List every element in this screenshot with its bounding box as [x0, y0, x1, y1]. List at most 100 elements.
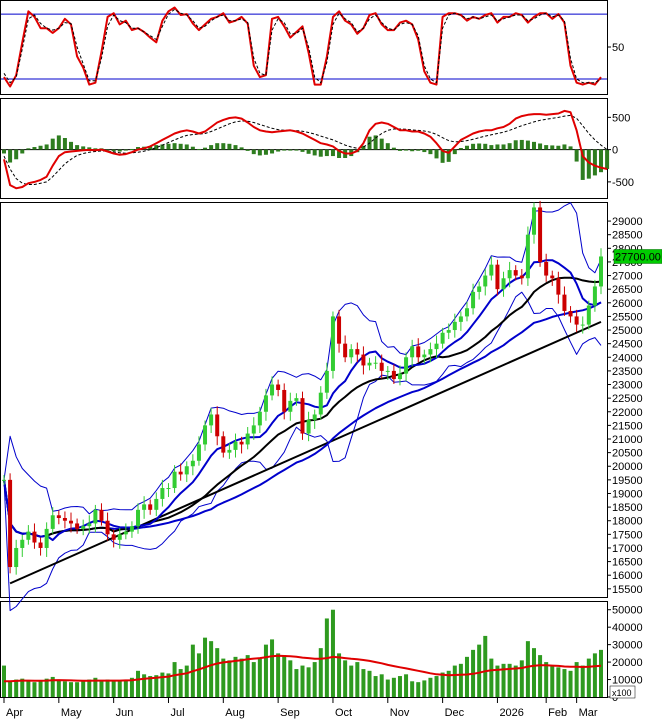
volume-bar	[148, 676, 153, 697]
candle-body	[367, 362, 372, 366]
candle-body	[410, 346, 415, 358]
macd-histogram-bar	[81, 146, 86, 150]
macd-histogram-bar	[324, 149, 329, 157]
volume-bar	[428, 677, 433, 697]
volume-bar	[294, 669, 299, 697]
macd-histogram-bar	[184, 144, 189, 150]
volume-bar	[81, 681, 86, 697]
volume-bar	[288, 660, 293, 697]
macd-histogram-bar	[580, 149, 585, 180]
macd-histogram-bar	[464, 145, 469, 150]
macd-histogram-bar	[471, 143, 476, 150]
candle-body	[32, 531, 37, 543]
volume-bar	[111, 680, 116, 697]
candle-body	[190, 460, 195, 467]
candle-body	[324, 370, 329, 393]
macd-histogram-bar	[544, 145, 549, 150]
volume-bar	[184, 665, 189, 697]
macd-histogram-bar	[525, 140, 530, 150]
candle-body	[117, 534, 122, 540]
macd-histogram-bar	[105, 149, 110, 151]
volume-bar	[416, 682, 421, 697]
volume-bar	[87, 679, 92, 697]
candle-body	[531, 207, 536, 235]
volume-bar	[93, 677, 98, 697]
candle-body	[501, 278, 506, 290]
volume-bar	[495, 665, 500, 697]
volume-bar	[160, 672, 165, 697]
macd-histogram-bar	[330, 149, 335, 157]
candle-body	[93, 509, 98, 524]
x-month-label-5: Sep	[280, 707, 300, 719]
macd-histogram-bar	[483, 143, 488, 150]
volume-bar	[422, 680, 427, 697]
candle-body	[568, 310, 573, 317]
volume-bar	[556, 667, 561, 697]
macd-histogram-bar	[495, 144, 500, 150]
volume-bar	[531, 648, 536, 697]
candle-body	[300, 398, 305, 434]
macd-histogram-bar	[568, 146, 573, 150]
macd-histogram-bar	[276, 149, 281, 152]
candle-body	[312, 414, 317, 420]
macd-histogram-bar	[154, 145, 159, 150]
macd-histogram-bar	[270, 149, 275, 154]
macd-histogram-bar	[160, 144, 165, 150]
y-tick-label-price-18: 20000	[612, 461, 643, 473]
y-tick-label-volume-1: 40000	[612, 622, 643, 634]
macd-histogram-bar	[562, 144, 567, 150]
macd-histogram-bar	[306, 149, 311, 154]
volume-bar	[355, 662, 360, 697]
volume-bar	[227, 660, 232, 697]
y-tick-label-price-9: 24500	[612, 339, 643, 351]
macd-histogram-bar	[404, 149, 409, 151]
macd-histogram-bar	[233, 145, 238, 150]
volume-bar	[592, 653, 597, 697]
macd-histogram-bar	[519, 139, 524, 150]
volume-bar	[337, 653, 342, 697]
macd-histogram-bar	[312, 149, 317, 156]
macd-histogram-bar	[203, 147, 208, 150]
candle-body	[257, 411, 262, 426]
volume-bar	[434, 676, 439, 697]
volume-bar	[306, 667, 311, 697]
volume-bar	[574, 662, 579, 697]
macd-histogram-bar	[513, 140, 518, 150]
candle-body	[477, 286, 482, 292]
volume-bar	[172, 662, 177, 697]
macd-histogram-bar	[20, 149, 25, 154]
volume-bar	[75, 682, 80, 697]
volume-bar	[62, 681, 67, 697]
macd-histogram-bar	[434, 149, 439, 159]
y-tick-label-price-7: 25500	[612, 311, 643, 323]
macd-histogram-bar	[75, 145, 80, 150]
candle-body	[404, 357, 409, 374]
y-tick-label-price-14: 22000	[612, 407, 643, 419]
volume-bar	[257, 658, 262, 697]
panel-frame-macd	[0, 98, 608, 199]
macd-histogram-bar	[605, 149, 610, 169]
y-tick-label-price-0: 29000	[612, 216, 643, 228]
y-tick-label-price-8: 25000	[612, 325, 643, 337]
volume-bar	[379, 674, 384, 697]
chart-axes: 505000-500290002850028000275002700026500…	[3, 42, 662, 719]
macd-histogram-bar	[196, 148, 201, 150]
x-month-label-9: 2026	[499, 707, 523, 719]
x-month-label-11: Mar	[579, 707, 598, 719]
macd-histogram-bar	[227, 143, 232, 150]
volume-bar	[117, 681, 122, 697]
stochastic-series-1	[3, 8, 602, 84]
y-tick-label-price-23: 17500	[612, 529, 643, 541]
candle-body	[172, 471, 177, 489]
volume-bar	[166, 673, 171, 697]
last-price-box	[613, 249, 662, 264]
x-month-label-3: Jul	[170, 707, 184, 719]
volume-bar	[142, 674, 147, 697]
macd-histogram-bar	[574, 149, 579, 162]
volume-bar	[538, 655, 543, 697]
candle-body	[318, 392, 323, 415]
volume-bar	[270, 639, 275, 697]
macd-histogram-bar	[69, 141, 74, 150]
candle-body	[385, 370, 390, 372]
y-tick-label-price-20: 19000	[612, 488, 643, 500]
